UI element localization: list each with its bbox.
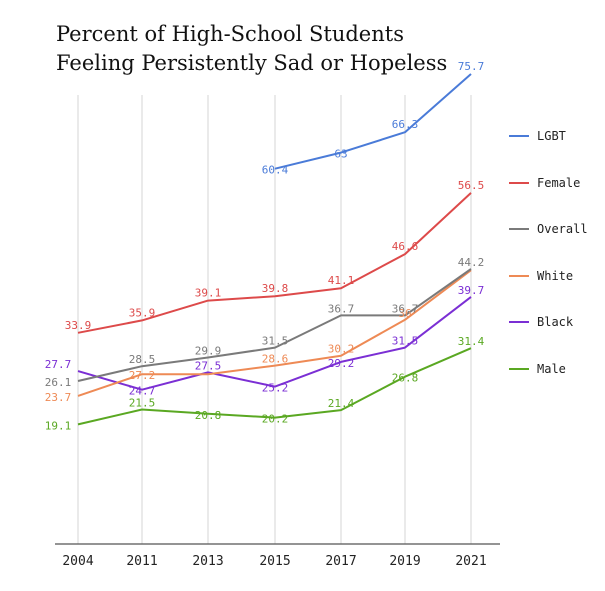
data-labels: 19.1 21.5 20.8 20.2 21.4 26.8 31.4 27.7 24.7 27.5… bbox=[45, 60, 485, 432]
data-label-overall-2021: 44.2 bbox=[458, 256, 485, 269]
x-tick-2011: 2011 bbox=[126, 554, 157, 569]
legend-label-male: Male bbox=[537, 362, 566, 376]
data-label-male-2021: 31.4 bbox=[458, 335, 485, 348]
x-tick-2015: 2015 bbox=[259, 554, 290, 569]
data-label-female-2017: 41.1 bbox=[328, 274, 355, 287]
data-label-female-2021: 56.5 bbox=[458, 179, 485, 192]
data-label-female-2015: 39.8 bbox=[262, 282, 289, 295]
data-label-overall-2013: 29.9 bbox=[195, 345, 222, 358]
data-label-male-2017: 21.4 bbox=[328, 397, 355, 410]
data-label-black-2004: 27.7 bbox=[45, 358, 72, 371]
vertical-gridlines bbox=[77, 95, 472, 544]
data-label-male-2019: 26.8 bbox=[392, 372, 419, 385]
data-label-white-2004: 23.7 bbox=[45, 391, 72, 404]
data-label-overall-2017: 36.7 bbox=[328, 302, 355, 315]
x-tick-2017: 2017 bbox=[325, 554, 356, 569]
legend-label-lgbt: LGBT bbox=[537, 129, 566, 143]
chart-title: Percent of High-School Students Feeling … bbox=[56, 22, 448, 75]
series-line-overall bbox=[77, 268, 472, 382]
series-lines bbox=[77, 73, 472, 426]
series-line-male bbox=[77, 347, 472, 426]
data-label-male-2011: 21.5 bbox=[129, 397, 156, 410]
data-label-black-2013: 27.5 bbox=[195, 359, 222, 372]
x-tick-labels: 2004 2011 2013 2015 2017 2019 2021 bbox=[62, 554, 486, 569]
data-label-black-2015: 25.2 bbox=[262, 382, 289, 395]
data-label-white-2015: 28.6 bbox=[262, 353, 289, 366]
x-tick-2021: 2021 bbox=[455, 554, 486, 569]
legend-label-white: White bbox=[537, 269, 573, 283]
data-label-female-2019: 46.6 bbox=[392, 240, 419, 253]
legend-label-black: Black bbox=[537, 315, 574, 329]
data-label-overall-2015: 31.5 bbox=[262, 335, 289, 348]
data-label-black-2017: 29.2 bbox=[328, 357, 355, 370]
data-label-female-2011: 35.9 bbox=[129, 306, 156, 319]
data-label-black-2019: 31.5 bbox=[392, 335, 419, 348]
data-label-lgbt-2019: 66.3 bbox=[392, 118, 419, 131]
data-label-white-2017: 30.2 bbox=[328, 343, 355, 356]
data-label-male-2013: 20.8 bbox=[195, 409, 222, 422]
data-label-overall-2019: 36.7 bbox=[392, 302, 419, 315]
legend: LGBT Female Overall White Black Male bbox=[509, 129, 588, 376]
data-label-female-2013: 39.1 bbox=[195, 287, 222, 300]
data-label-lgbt-2017: 63 bbox=[334, 148, 347, 161]
x-tick-2019: 2019 bbox=[389, 554, 420, 569]
series-line-female bbox=[77, 192, 472, 334]
data-label-male-2015: 20.2 bbox=[262, 413, 289, 426]
data-label-black-2011: 24.7 bbox=[129, 385, 156, 398]
data-label-white-2011: 27.2 bbox=[129, 369, 156, 382]
legend-label-overall: Overall bbox=[537, 222, 588, 236]
data-label-lgbt-2021: 75.7 bbox=[458, 60, 485, 73]
data-label-female-2004: 33.9 bbox=[65, 319, 92, 332]
series-line-black bbox=[77, 296, 472, 391]
data-label-overall-2011: 28.5 bbox=[129, 353, 156, 366]
data-label-overall-2004: 26.1 bbox=[45, 376, 72, 389]
data-label-male-2004: 19.1 bbox=[45, 419, 72, 432]
series-line-lgbt bbox=[274, 73, 472, 170]
x-tick-2004: 2004 bbox=[62, 554, 93, 569]
series-line-white bbox=[77, 269, 472, 397]
data-label-black-2021: 39.7 bbox=[458, 284, 485, 297]
x-tick-2013: 2013 bbox=[192, 554, 223, 569]
legend-label-female: Female bbox=[537, 176, 580, 190]
data-label-white-2019: 36 bbox=[398, 307, 411, 320]
data-label-lgbt-2015: 60.4 bbox=[262, 164, 289, 177]
